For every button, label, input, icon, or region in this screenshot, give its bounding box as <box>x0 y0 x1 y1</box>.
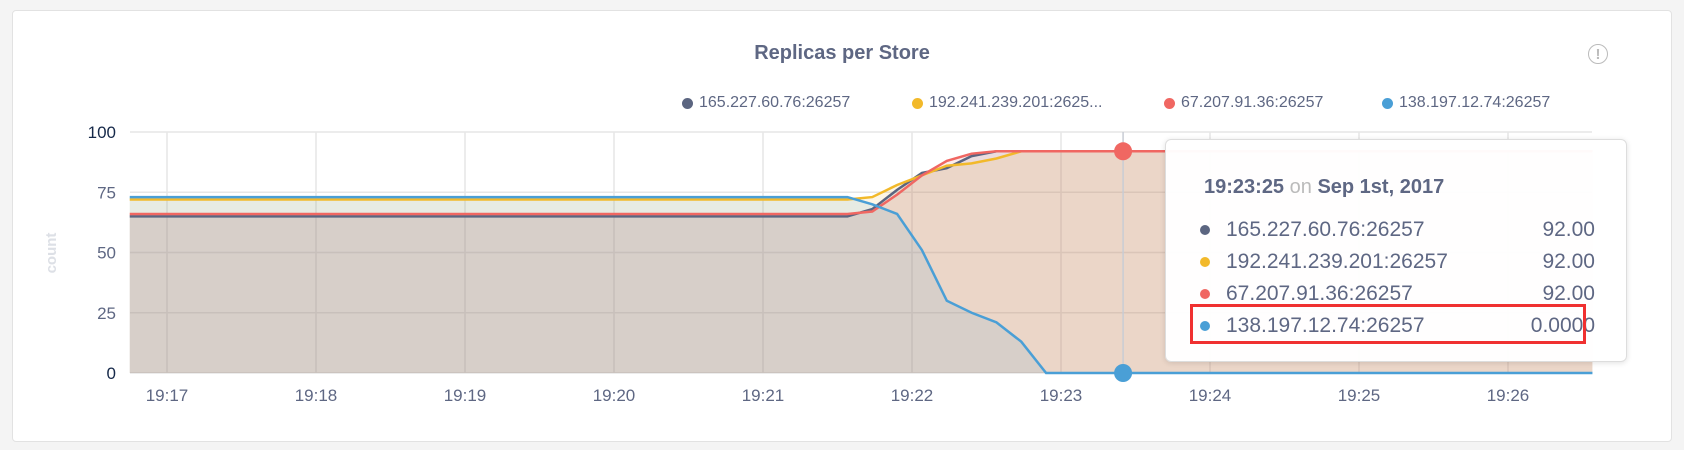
series-dot <box>1200 225 1210 235</box>
legend-label: 138.197.12.74:26257 <box>1399 94 1551 111</box>
tooltip-value: 92.00 <box>1542 218 1595 241</box>
x-tick-label: 19:22 <box>891 386 934 405</box>
series-dot <box>1200 257 1210 267</box>
series-line <box>129 150 1593 201</box>
legend-dot <box>1382 97 1393 109</box>
x-tick-label: 19:19 <box>444 386 487 405</box>
tooltip-date: Sep 1st, 2017 <box>1317 176 1445 198</box>
x-tick-label: 19:21 <box>742 386 785 405</box>
chart-title: Replicas per Store <box>754 42 930 64</box>
x-tick-label: 19:23 <box>1040 386 1083 405</box>
tooltip-row: 192.241.239.201:26257 92.00 <box>1200 247 1595 277</box>
y-tick-label: 0 <box>107 364 116 383</box>
x-tick-label: 19:17 <box>146 386 189 405</box>
tooltip-value: 92.00 <box>1542 250 1595 273</box>
series-dot <box>1200 321 1210 331</box>
x-tick-label: 19:20 <box>593 386 636 405</box>
y-tick-label: 50 <box>97 244 116 263</box>
legend-item[interactable]: 138.197.12.74:26257 <box>1382 94 1550 112</box>
legend-label: 67.207.91.36:26257 <box>1181 94 1324 111</box>
tooltip-row: 165.227.60.76:26257 92.00 <box>1200 215 1595 245</box>
cursor-point <box>1114 142 1133 161</box>
highlight-box <box>1190 304 1586 344</box>
y-tick-label: 75 <box>97 183 116 202</box>
tooltip-label: 192.241.239.201:26257 <box>1226 250 1448 273</box>
x-tick-label: 19:26 <box>1487 386 1530 405</box>
info-circle-icon[interactable]: ! <box>1588 44 1608 64</box>
tooltip: 19:23:25 on Sep 1st, 2017 165.227.60.76:… <box>1165 139 1627 362</box>
series-line <box>129 195 1593 375</box>
tooltip-label: 67.207.91.36:26257 <box>1226 282 1413 305</box>
legend-dot <box>682 97 693 109</box>
legend-item[interactable]: 192.241.239.201:2625... <box>912 94 1103 112</box>
tooltip-value: 0.0000 <box>1530 314 1595 337</box>
legend-dot <box>1164 97 1175 109</box>
y-tick-label: 100 <box>88 123 116 142</box>
tooltip-label: 165.227.60.76:26257 <box>1226 218 1425 241</box>
legend-label: 192.241.239.201:2625... <box>929 94 1103 111</box>
tooltip-time: 19:23:25 <box>1204 176 1285 198</box>
y-tick-label: 25 <box>97 304 116 323</box>
cursor-point <box>1114 364 1133 382</box>
x-tick-label: 19:18 <box>295 386 338 405</box>
legend-item[interactable]: 67.207.91.36:26257 <box>1164 94 1323 112</box>
y-axis-label: count <box>43 233 60 274</box>
tooltip-row: 138.197.12.74:26257 0.0000 <box>1200 311 1595 341</box>
tooltip-row: 67.207.91.36:26257 92.00 <box>1200 279 1595 309</box>
series-line <box>129 150 1593 216</box>
x-tick-label: 19:24 <box>1189 386 1232 405</box>
tooltip-value: 92.00 <box>1542 282 1595 305</box>
series-dot <box>1200 289 1210 299</box>
series-area <box>129 197 1593 373</box>
tooltip-label: 138.197.12.74:26257 <box>1226 314 1425 337</box>
tooltip-on: on <box>1289 176 1312 198</box>
legend-dot <box>912 97 923 109</box>
tooltip-header: 19:23:25 on Sep 1st, 2017 <box>1204 176 1444 199</box>
legend-label: 165.227.60.76:26257 <box>699 94 851 111</box>
legend-item[interactable]: 165.227.60.76:26257 <box>682 94 850 112</box>
x-tick-label: 19:25 <box>1338 386 1381 405</box>
